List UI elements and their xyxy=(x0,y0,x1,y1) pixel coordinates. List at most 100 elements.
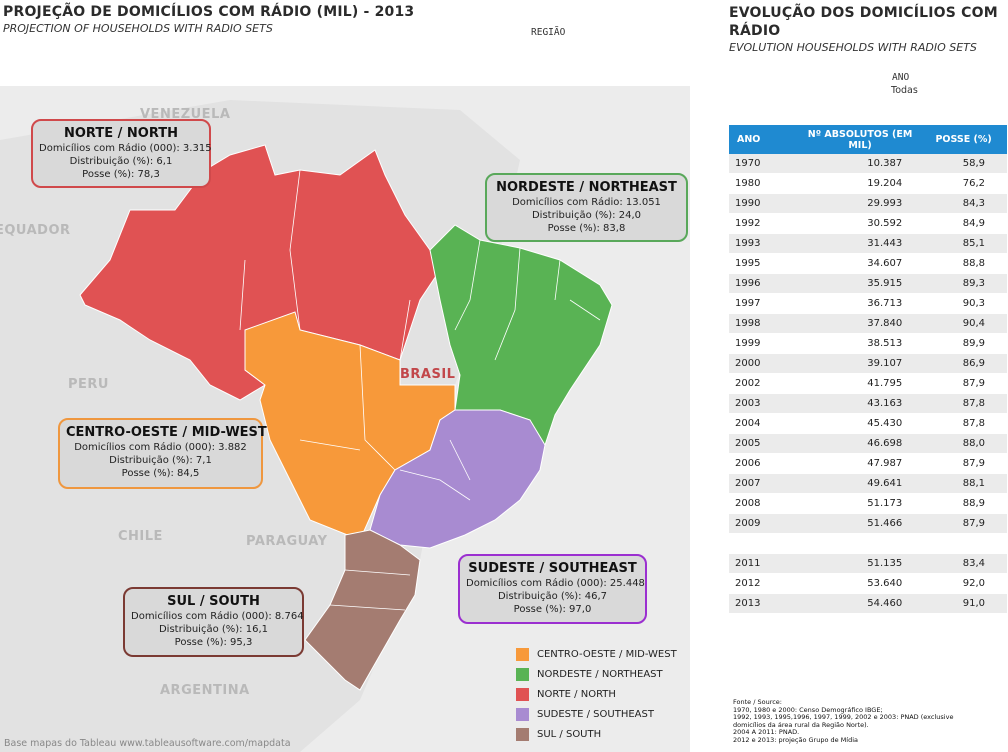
cell-year: 1993 xyxy=(729,233,800,254)
table-row[interactable]: 2008 51.173 88,9 xyxy=(729,493,1007,514)
table-row[interactable]: 2003 43.163 87,8 xyxy=(729,393,1007,414)
cell-ownership: 88,0 xyxy=(920,433,1007,454)
source-line: 1992, 1993, 1995,1996, 1997, 1999, 2002 … xyxy=(733,713,954,721)
table-row[interactable]: 1970 10.387 58,9 xyxy=(729,154,1007,174)
cell-year: 2013 xyxy=(729,593,800,614)
country-brazil: BRASIL xyxy=(400,367,455,382)
cell-absolute: 10.387 xyxy=(799,154,921,174)
map-title: PROJEÇÃO DE DOMICÍLIOS COM RÁDIO (MIL) -… xyxy=(3,4,415,20)
cell-absolute: 31.443 xyxy=(799,233,921,254)
country-paraguay: PARAGUAY xyxy=(246,534,328,549)
year-filter-value[interactable]: Todas xyxy=(891,85,918,96)
cell-absolute: 29.993 xyxy=(799,193,921,214)
legend-item-sudeste[interactable]: SUDESTE / SOUTHEAST xyxy=(516,704,677,724)
legend-label: CENTRO-OESTE / MID-WEST xyxy=(537,648,677,660)
cell-absolute: 51.135 xyxy=(799,553,921,574)
table-row[interactable]: 1980 19.204 76,2 xyxy=(729,173,1007,194)
cell-ownership: 87,9 xyxy=(920,513,1007,534)
cell-absolute: 35.915 xyxy=(799,273,921,294)
cell-ownership: 84,3 xyxy=(920,193,1007,214)
region-sul[interactable] xyxy=(304,529,421,691)
cell-year: 2006 xyxy=(729,453,800,474)
callout-norte-ownership: Posse (%): 78,3 xyxy=(82,169,160,180)
col-header-ownership[interactable]: POSSE (%) xyxy=(920,125,1007,154)
table-row[interactable]: 2006 47.987 87,9 xyxy=(729,453,1007,474)
legend-item-sul[interactable]: SUL / SOUTH xyxy=(516,724,677,744)
table-row[interactable]: 1995 34.607 88,8 xyxy=(729,253,1007,274)
cell-year: 1995 xyxy=(729,253,800,274)
callout-sul-ownership: Posse (%): 95,3 xyxy=(174,637,253,648)
cell-year: 2012 xyxy=(729,573,800,594)
callout-norte-households: Domicílios com Rádio (000): 3.315 xyxy=(39,143,212,154)
table-row[interactable]: 2007 49.641 88,1 xyxy=(729,473,1007,494)
callout-sul-distribution: Distribuição (%): 16,1 xyxy=(158,624,268,635)
legend-label: SUDESTE / SOUTHEAST xyxy=(537,708,654,720)
callout-nordeste-title: NORDESTE / NORTHEAST xyxy=(496,180,677,195)
map-subtitle: PROJECTION OF HOUSEHOLDS WITH RADIO SETS xyxy=(3,22,273,35)
cell-year: 1998 xyxy=(729,313,800,334)
callout-sudeste-households: Domicílios com Rádio (000): 25.448 xyxy=(466,578,645,589)
table-row[interactable]: 1997 36.713 90,3 xyxy=(729,293,1007,314)
cell-year: 2003 xyxy=(729,393,800,414)
country-venezuela: VENEZUELA xyxy=(140,107,230,122)
legend-item-nordeste[interactable]: NORDESTE / NORTHEAST xyxy=(516,664,677,684)
source-line: 2004 A 2011: PNAD. xyxy=(733,728,800,736)
legend-item-norte[interactable]: NORTE / NORTH xyxy=(516,684,677,704)
callout-nordeste-households: Domicílios com Rádio: 13.051 xyxy=(512,197,661,208)
table-row[interactable]: 2011 51.135 83,4 xyxy=(729,553,1007,574)
callout-centro-oeste-title: CENTRO-OESTE / MID-WEST xyxy=(66,425,267,440)
cell-absolute: 41.795 xyxy=(799,373,921,394)
cell-ownership: 87,8 xyxy=(920,413,1007,434)
cell-ownership: 87,9 xyxy=(920,373,1007,394)
cell-year: 1980 xyxy=(729,173,800,194)
legend-swatch xyxy=(516,727,529,741)
callout-centro-oeste-ownership: Posse (%): 84,5 xyxy=(121,468,200,479)
region-sudeste[interactable] xyxy=(369,409,546,549)
cell-ownership: 89,9 xyxy=(920,333,1007,354)
cell-ownership: 87,8 xyxy=(920,393,1007,414)
cell-year: 2000 xyxy=(729,353,800,374)
legend-swatch xyxy=(516,667,529,681)
table-row[interactable]: 1993 31.443 85,1 xyxy=(729,233,1007,254)
table-row[interactable]: 2012 53.640 92,0 xyxy=(729,573,1007,594)
table-row[interactable] xyxy=(729,533,1007,554)
cell-ownership: 88,9 xyxy=(920,493,1007,514)
legend-item-centro-oeste[interactable]: CENTRO-OESTE / MID-WEST xyxy=(516,644,677,664)
legend-label: SUL / SOUTH xyxy=(537,728,602,740)
col-header-absolute[interactable]: Nº ABSOLUTOS (EM MIL) xyxy=(799,125,921,154)
cell-absolute: 38.513 xyxy=(799,333,921,354)
cell-year: 2009 xyxy=(729,513,800,534)
callout-norte: NORTE / NORTH Domicílios com Rádio (000)… xyxy=(31,119,212,188)
cell-year: 2007 xyxy=(729,473,800,494)
region-filter-label[interactable]: REGIÃO xyxy=(531,27,566,38)
table-row[interactable]: 1992 30.592 84,9 xyxy=(729,213,1007,234)
cell-absolute: 51.173 xyxy=(799,493,921,514)
table-row[interactable]: 2013 54.460 91,0 xyxy=(729,593,1007,614)
country-ecuador: EQUADOR xyxy=(0,223,71,238)
cell-ownership: 84,9 xyxy=(920,213,1007,234)
cell-absolute: 43.163 xyxy=(799,393,921,414)
cell-ownership: 89,3 xyxy=(920,273,1007,294)
cell-absolute: 39.107 xyxy=(799,353,921,374)
table-row[interactable]: 1998 37.840 90,4 xyxy=(729,313,1007,334)
cell-ownership: 87,9 xyxy=(920,453,1007,474)
table-row[interactable]: 1996 35.915 89,3 xyxy=(729,273,1007,294)
country-peru: PERU xyxy=(68,377,109,392)
legend-swatch xyxy=(516,707,529,721)
table-row[interactable]: 1990 29.993 84,3 xyxy=(729,193,1007,214)
table-row[interactable]: 2009 51.466 87,9 xyxy=(729,513,1007,534)
cell-ownership: 90,4 xyxy=(920,313,1007,334)
callout-centro-oeste-households: Domicílios com Rádio (000): 3.882 xyxy=(74,442,247,453)
col-header-year[interactable]: ANO xyxy=(729,125,800,154)
cell-absolute: 54.460 xyxy=(799,593,921,614)
table-row[interactable]: 2005 46.698 88,0 xyxy=(729,433,1007,454)
cell-absolute: 47.987 xyxy=(799,453,921,474)
table-row[interactable]: 1999 38.513 89,9 xyxy=(729,333,1007,354)
map-attribution[interactable]: Base mapas do Tableau www.tableausoftwar… xyxy=(4,738,291,749)
table-row[interactable]: 2002 41.795 87,9 xyxy=(729,373,1007,394)
cell-year: 1997 xyxy=(729,293,800,314)
table-row[interactable]: 2000 39.107 86,9 xyxy=(729,353,1007,374)
table-row[interactable]: 2004 45.430 87,8 xyxy=(729,413,1007,434)
callout-nordeste-ownership: Posse (%): 83,8 xyxy=(547,223,626,234)
cell-year: 2005 xyxy=(729,433,800,454)
